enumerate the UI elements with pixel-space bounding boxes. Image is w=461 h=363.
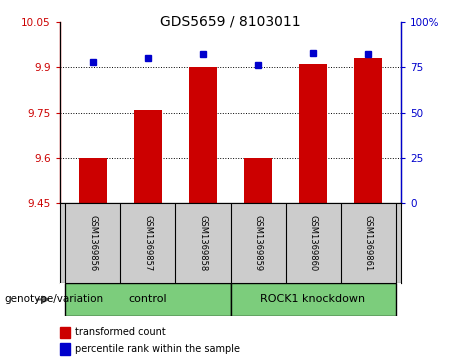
Text: ROCK1 knockdown: ROCK1 knockdown bbox=[260, 294, 366, 305]
Bar bbox=[230, 283, 396, 316]
Bar bbox=[60, 343, 70, 355]
Text: percentile rank within the sample: percentile rank within the sample bbox=[75, 344, 240, 354]
Text: GSM1369858: GSM1369858 bbox=[199, 215, 207, 271]
Bar bbox=[134, 110, 162, 203]
Bar bbox=[299, 64, 327, 203]
Text: GSM1369861: GSM1369861 bbox=[364, 215, 372, 271]
Text: transformed count: transformed count bbox=[75, 327, 165, 337]
Bar bbox=[244, 158, 272, 203]
Bar bbox=[60, 327, 70, 338]
Text: GDS5659 / 8103011: GDS5659 / 8103011 bbox=[160, 15, 301, 29]
Text: GSM1369859: GSM1369859 bbox=[254, 215, 262, 271]
Bar bbox=[79, 158, 106, 203]
Bar bbox=[65, 283, 230, 316]
Text: GSM1369857: GSM1369857 bbox=[143, 215, 153, 271]
Bar bbox=[189, 67, 217, 203]
Text: GSM1369856: GSM1369856 bbox=[89, 215, 97, 271]
Text: genotype/variation: genotype/variation bbox=[5, 294, 104, 305]
Text: control: control bbox=[129, 294, 167, 305]
Text: GSM1369860: GSM1369860 bbox=[308, 215, 318, 271]
Bar bbox=[355, 58, 382, 203]
